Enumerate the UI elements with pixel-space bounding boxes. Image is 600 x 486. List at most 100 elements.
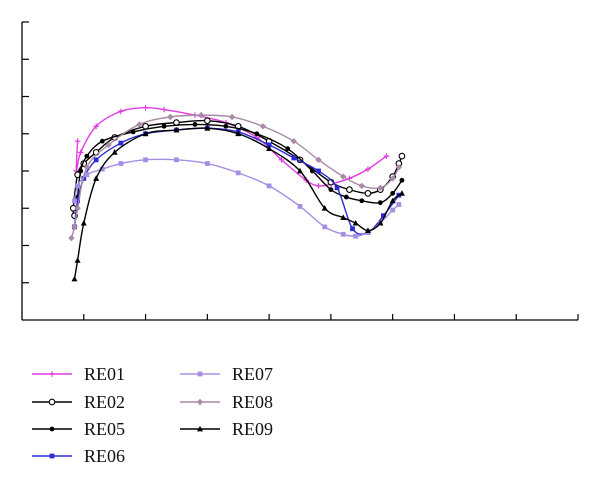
data-point-re01 [161,106,167,113]
legend-label: RE09 [232,418,274,439]
chart-legend: RE01 RE02 RE05 RE06 RE07 RE08 RE09 [30,362,330,472]
data-point-re09 [364,227,371,233]
legend-swatch-re02 [32,398,72,406]
data-point-re02 [203,117,211,125]
data-point-re06 [381,213,386,219]
data-point-re01 [142,104,149,111]
data-point-re05 [359,198,365,204]
data-point-re02 [364,190,372,197]
data-point-re09 [235,130,242,137]
data-point-re08 [74,205,81,212]
data-point-re09 [74,257,81,263]
legend-label: RE05 [84,418,126,439]
data-point-re01 [278,157,285,163]
legend-item-re06: RE06 [30,444,125,468]
data-point-re05 [130,129,136,135]
legend-label: RE01 [84,363,126,384]
data-point-re09 [111,149,118,155]
data-point-re08 [71,223,78,231]
data-point-re01 [315,183,322,189]
data-point-re01 [383,153,390,159]
data-point-re05 [223,123,229,129]
data-point-re07 [84,172,90,178]
data-point-re05 [328,187,334,193]
legend-swatch-marker [48,398,56,406]
data-point-re07 [297,203,303,209]
data-point-re07 [266,183,272,189]
data-point-re06 [93,157,99,163]
data-point-re05 [99,138,105,144]
data-point-re09 [93,175,100,181]
data-point-re09 [80,219,87,226]
data-point-re09 [204,124,211,131]
data-point-re01 [77,149,84,156]
data-point-re05 [192,122,198,127]
data-point-re08 [167,113,174,121]
data-point-re07 [340,231,346,237]
data-point-re08 [377,184,384,191]
legend-item-re01: RE01 [30,362,125,386]
data-point-re09 [389,197,396,204]
series-re05 [75,122,405,206]
data-point-re09 [71,275,78,282]
legend-swatch-re01 [32,371,72,377]
data-point-re08 [340,173,347,180]
data-point-re01 [74,138,81,144]
data-point-re08 [228,113,236,121]
data-point-re01 [93,123,99,130]
data-point-re08 [136,121,143,128]
data-point-re07 [396,202,402,207]
legend-swatch-marker [49,426,55,432]
data-point-re07 [322,224,328,230]
data-point-re07 [390,207,396,213]
data-point-re06 [266,142,272,148]
data-point-re07 [174,157,179,163]
data-point-re09 [266,145,273,152]
legend-label: RE02 [84,391,126,412]
data-point-re08 [315,156,322,164]
data-point-re06 [75,198,80,204]
legend-swatch-re08 [180,398,220,406]
data-point-re08 [105,141,112,149]
data-point-re08 [395,164,403,171]
legend-swatch-re09 [180,425,220,432]
legend-swatch-marker [197,371,203,377]
legend-item-re08: RE08 [178,390,273,414]
legend-item-re09: RE09 [178,417,273,441]
data-point-re05 [78,168,84,174]
data-point-re08 [197,111,205,119]
legend-swatch-marker [196,398,204,406]
legend-item-re07: RE07 [178,362,273,386]
data-point-re09 [142,130,149,137]
legend-swatch-marker [197,425,203,432]
data-point-re07 [99,166,105,172]
data-point-re09 [340,214,347,220]
data-point-re07 [75,183,80,189]
chart-series-layer [68,104,406,282]
legend-label: RE07 [232,363,274,384]
legend-swatch-marker [49,371,55,377]
data-point-re09 [352,219,359,226]
data-point-re05 [343,194,349,200]
series-re06 [72,125,402,235]
data-point-re09 [377,219,384,226]
chart-axes [21,21,579,321]
legend-swatch-re06 [32,453,72,459]
data-point-re02 [398,152,406,160]
data-point-re05 [254,131,260,137]
data-point-re07 [143,157,148,163]
data-point-re05 [309,168,315,174]
data-point-re06 [334,185,340,191]
data-point-re09 [297,167,303,174]
data-point-re05 [399,177,405,183]
series-re09 [71,124,405,282]
data-point-re05 [285,146,291,152]
data-point-re07 [353,233,358,239]
data-point-re09 [398,190,405,196]
series-re08 [68,111,403,242]
legend-item-re02: RE02 [30,390,125,414]
data-point-re06 [118,140,124,146]
data-point-re05 [161,123,167,129]
data-point-re08 [389,175,396,182]
